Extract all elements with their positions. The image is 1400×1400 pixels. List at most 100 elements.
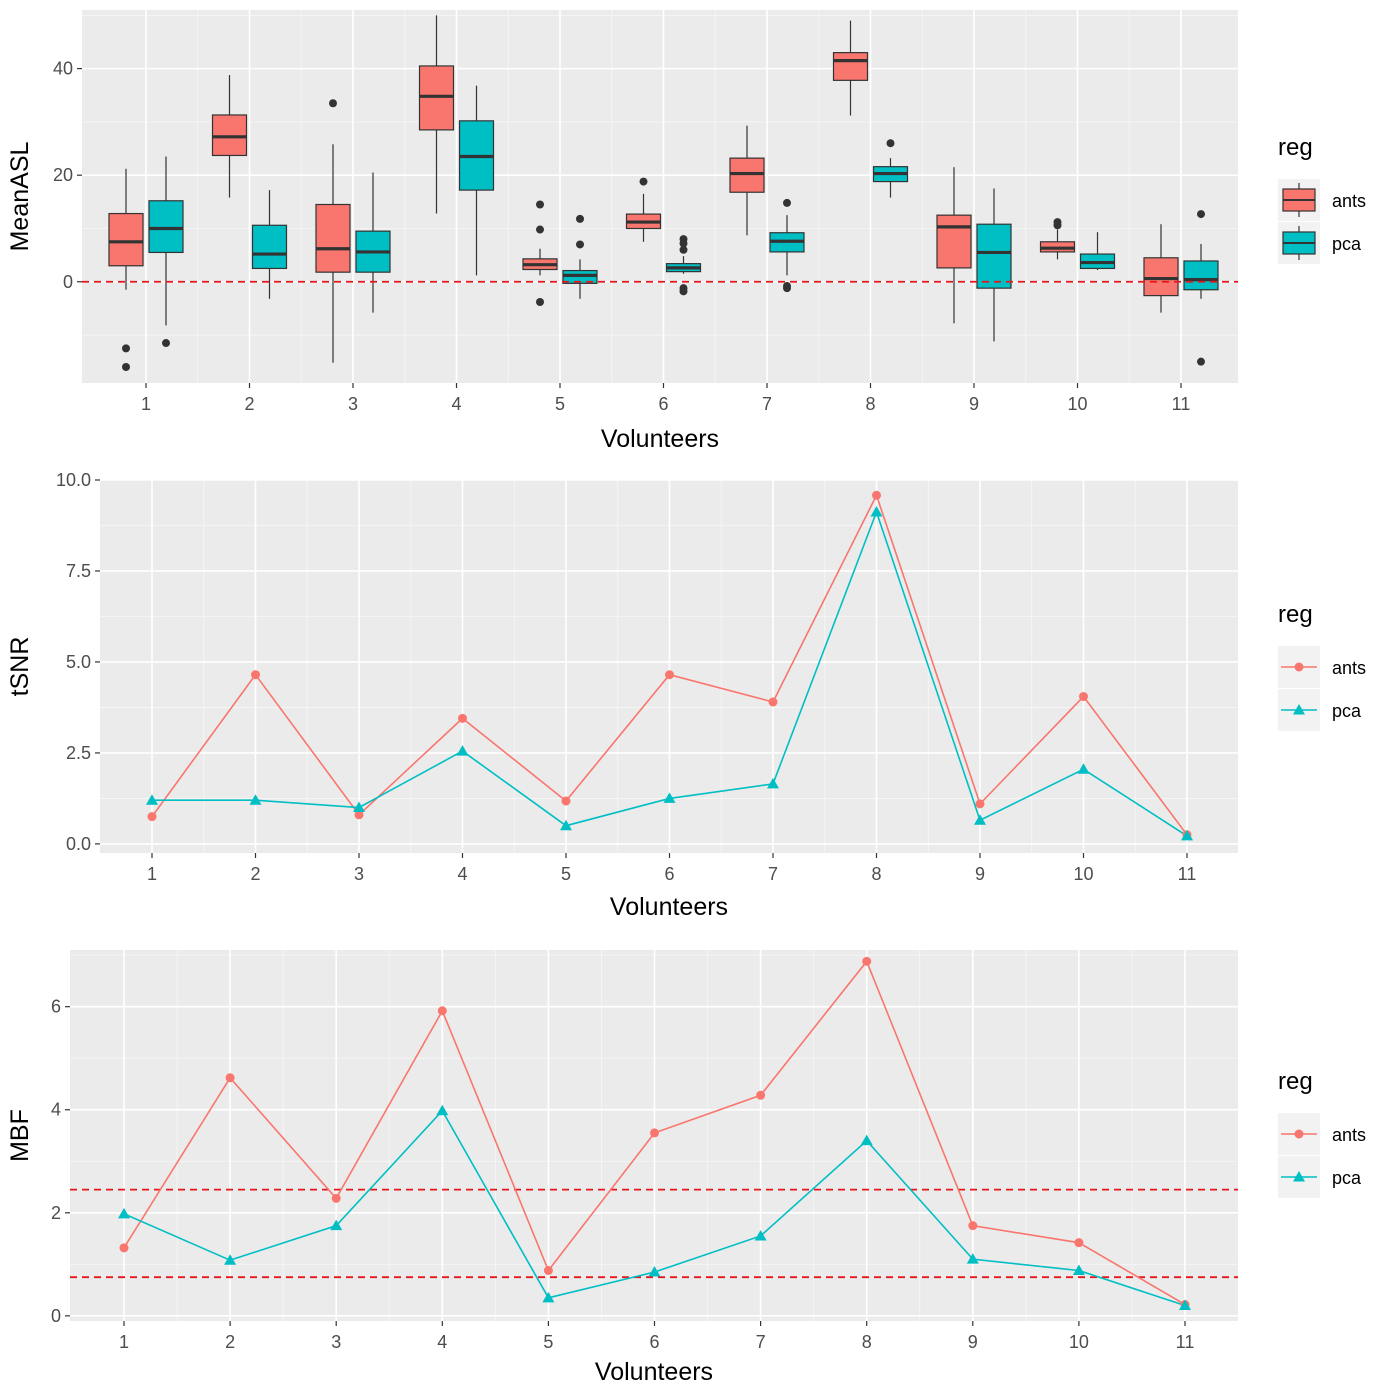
point-pca-volunteer-11 xyxy=(1181,829,1193,841)
x-tick-label: 5 xyxy=(561,864,571,884)
outlier-point xyxy=(679,287,688,296)
point-ants-volunteer-9 xyxy=(968,1221,978,1231)
point-ants-volunteer-1 xyxy=(147,812,157,822)
x-tick-label: 11 xyxy=(1176,1332,1195,1352)
box-ants-volunteer-7 xyxy=(729,125,765,236)
x-tick-label: 10 xyxy=(1073,864,1093,884)
point-pca-volunteer-6 xyxy=(663,792,676,803)
x-tick-label: 1 xyxy=(141,394,151,414)
point-pca-volunteer-8 xyxy=(860,1134,873,1146)
x-tick-label: 9 xyxy=(968,1332,978,1352)
legend-label-ants: ants xyxy=(1332,1125,1366,1145)
y-tick-label: 2 xyxy=(51,1203,61,1223)
y-axis-title: MBF xyxy=(6,1109,34,1162)
point-ants-volunteer-4 xyxy=(437,1006,447,1016)
x-tick-label: 11 xyxy=(1178,864,1197,884)
box-ants-volunteer-1 xyxy=(108,168,144,372)
box-body xyxy=(1143,257,1179,297)
box-pca-volunteer-10 xyxy=(1079,232,1116,271)
x-tick-label: 11 xyxy=(1172,394,1191,414)
x-tick-label: 1 xyxy=(147,864,157,884)
x-tick-label: 1 xyxy=(119,1332,129,1352)
outlier-point xyxy=(122,344,130,353)
outlier-point xyxy=(679,239,688,248)
y-tick-label: 0.0 xyxy=(66,834,91,854)
box-body xyxy=(251,224,288,270)
point-ants-volunteer-7 xyxy=(768,697,778,707)
x-tick-label: 5 xyxy=(555,394,565,414)
y-tick-label: 7.5 xyxy=(66,561,91,581)
outlier-point xyxy=(536,200,544,209)
box-pca-volunteer-5 xyxy=(562,214,598,299)
point-pca-volunteer-11 xyxy=(1179,1299,1191,1311)
y-tick-label: 10.0 xyxy=(56,470,91,490)
box-ants-volunteer-3 xyxy=(315,99,351,363)
point-pca-volunteer-5 xyxy=(542,1291,555,1303)
legend-key-circle-marker xyxy=(1294,662,1304,672)
box-ants-volunteer-6 xyxy=(625,177,662,242)
x-tick-label: 2 xyxy=(250,864,260,884)
x-tick-label: 10 xyxy=(1069,1332,1089,1352)
box-body xyxy=(148,200,184,254)
box-ants-volunteer-9 xyxy=(936,167,972,324)
y-tick-label: 4 xyxy=(51,1100,61,1120)
box-pca-volunteer-2 xyxy=(251,190,288,299)
x-tick-label: 4 xyxy=(437,1332,447,1352)
plot-background xyxy=(82,10,1238,383)
box-ants-volunteer-4 xyxy=(418,15,455,214)
x-axis-title: Volunteers xyxy=(601,425,719,453)
box-pca-volunteer-3 xyxy=(355,172,391,313)
outlier-point xyxy=(886,139,895,148)
outlier-point xyxy=(783,284,791,293)
x-axis-title: Volunteers xyxy=(595,1358,713,1386)
x-tick-label: 6 xyxy=(658,394,668,414)
outlier-point xyxy=(1197,357,1205,366)
y-tick-label: 0 xyxy=(51,1306,61,1326)
box-pca-volunteer-4 xyxy=(458,85,495,276)
x-tick-label: 6 xyxy=(664,864,674,884)
point-ants-volunteer-10 xyxy=(1079,692,1088,702)
x-tick-label: 9 xyxy=(975,864,985,884)
y-tick-label: 20 xyxy=(53,165,73,185)
y-tick-label: 6 xyxy=(51,997,61,1017)
legend-key-triangle-marker xyxy=(1293,704,1305,715)
x-tick-label: 8 xyxy=(862,1332,872,1352)
legend-label-ants: ants xyxy=(1332,658,1366,678)
point-ants-volunteer-7 xyxy=(756,1090,766,1100)
outlier-point xyxy=(783,198,791,207)
point-ants-volunteer-6 xyxy=(650,1128,659,1138)
legend-label-pca: pca xyxy=(1332,1168,1362,1188)
legend-title: reg xyxy=(1278,601,1313,628)
outlier-point xyxy=(576,240,584,249)
point-ants-volunteer-5 xyxy=(543,1266,553,1276)
point-pca-volunteer-6 xyxy=(648,1266,661,1277)
x-tick-label: 3 xyxy=(354,864,364,884)
point-pca-volunteer-9 xyxy=(974,814,986,825)
x-tick-label: 5 xyxy=(543,1332,553,1352)
x-tick-label: 6 xyxy=(649,1332,659,1352)
x-axis-title: Volunteers xyxy=(610,893,728,921)
point-ants-volunteer-2 xyxy=(225,1073,235,1083)
point-pca-volunteer-9 xyxy=(966,1253,979,1264)
x-tick-label: 7 xyxy=(768,864,778,884)
meanasl-boxplot-panel: 0 20 40 1 2 3 4 5 6 7 8 9 10 11 Volunteers MeanASL reg an… xyxy=(6,10,1366,453)
outlier-point xyxy=(536,298,544,307)
x-tick-label: 9 xyxy=(969,394,979,414)
x-tick-label: 8 xyxy=(871,864,881,884)
point-ants-volunteer-2 xyxy=(251,670,260,680)
x-tick-label: 3 xyxy=(348,394,358,414)
box-ants-volunteer-8 xyxy=(832,20,869,116)
box-ants-volunteer-2 xyxy=(211,75,248,198)
point-pca-volunteer-10 xyxy=(1077,763,1090,774)
x-tick-label: 3 xyxy=(331,1332,341,1352)
box-body xyxy=(1183,260,1219,291)
outlier-point xyxy=(1053,221,1062,230)
x-tick-label: 2 xyxy=(225,1332,235,1352)
box-ants-volunteer-5 xyxy=(522,200,558,307)
x-tick-label: 4 xyxy=(451,394,461,414)
point-ants-volunteer-6 xyxy=(665,670,674,680)
legend-title: reg xyxy=(1278,1068,1313,1095)
box-body xyxy=(936,214,972,269)
outlier-point xyxy=(536,225,544,234)
box-body xyxy=(108,212,144,267)
